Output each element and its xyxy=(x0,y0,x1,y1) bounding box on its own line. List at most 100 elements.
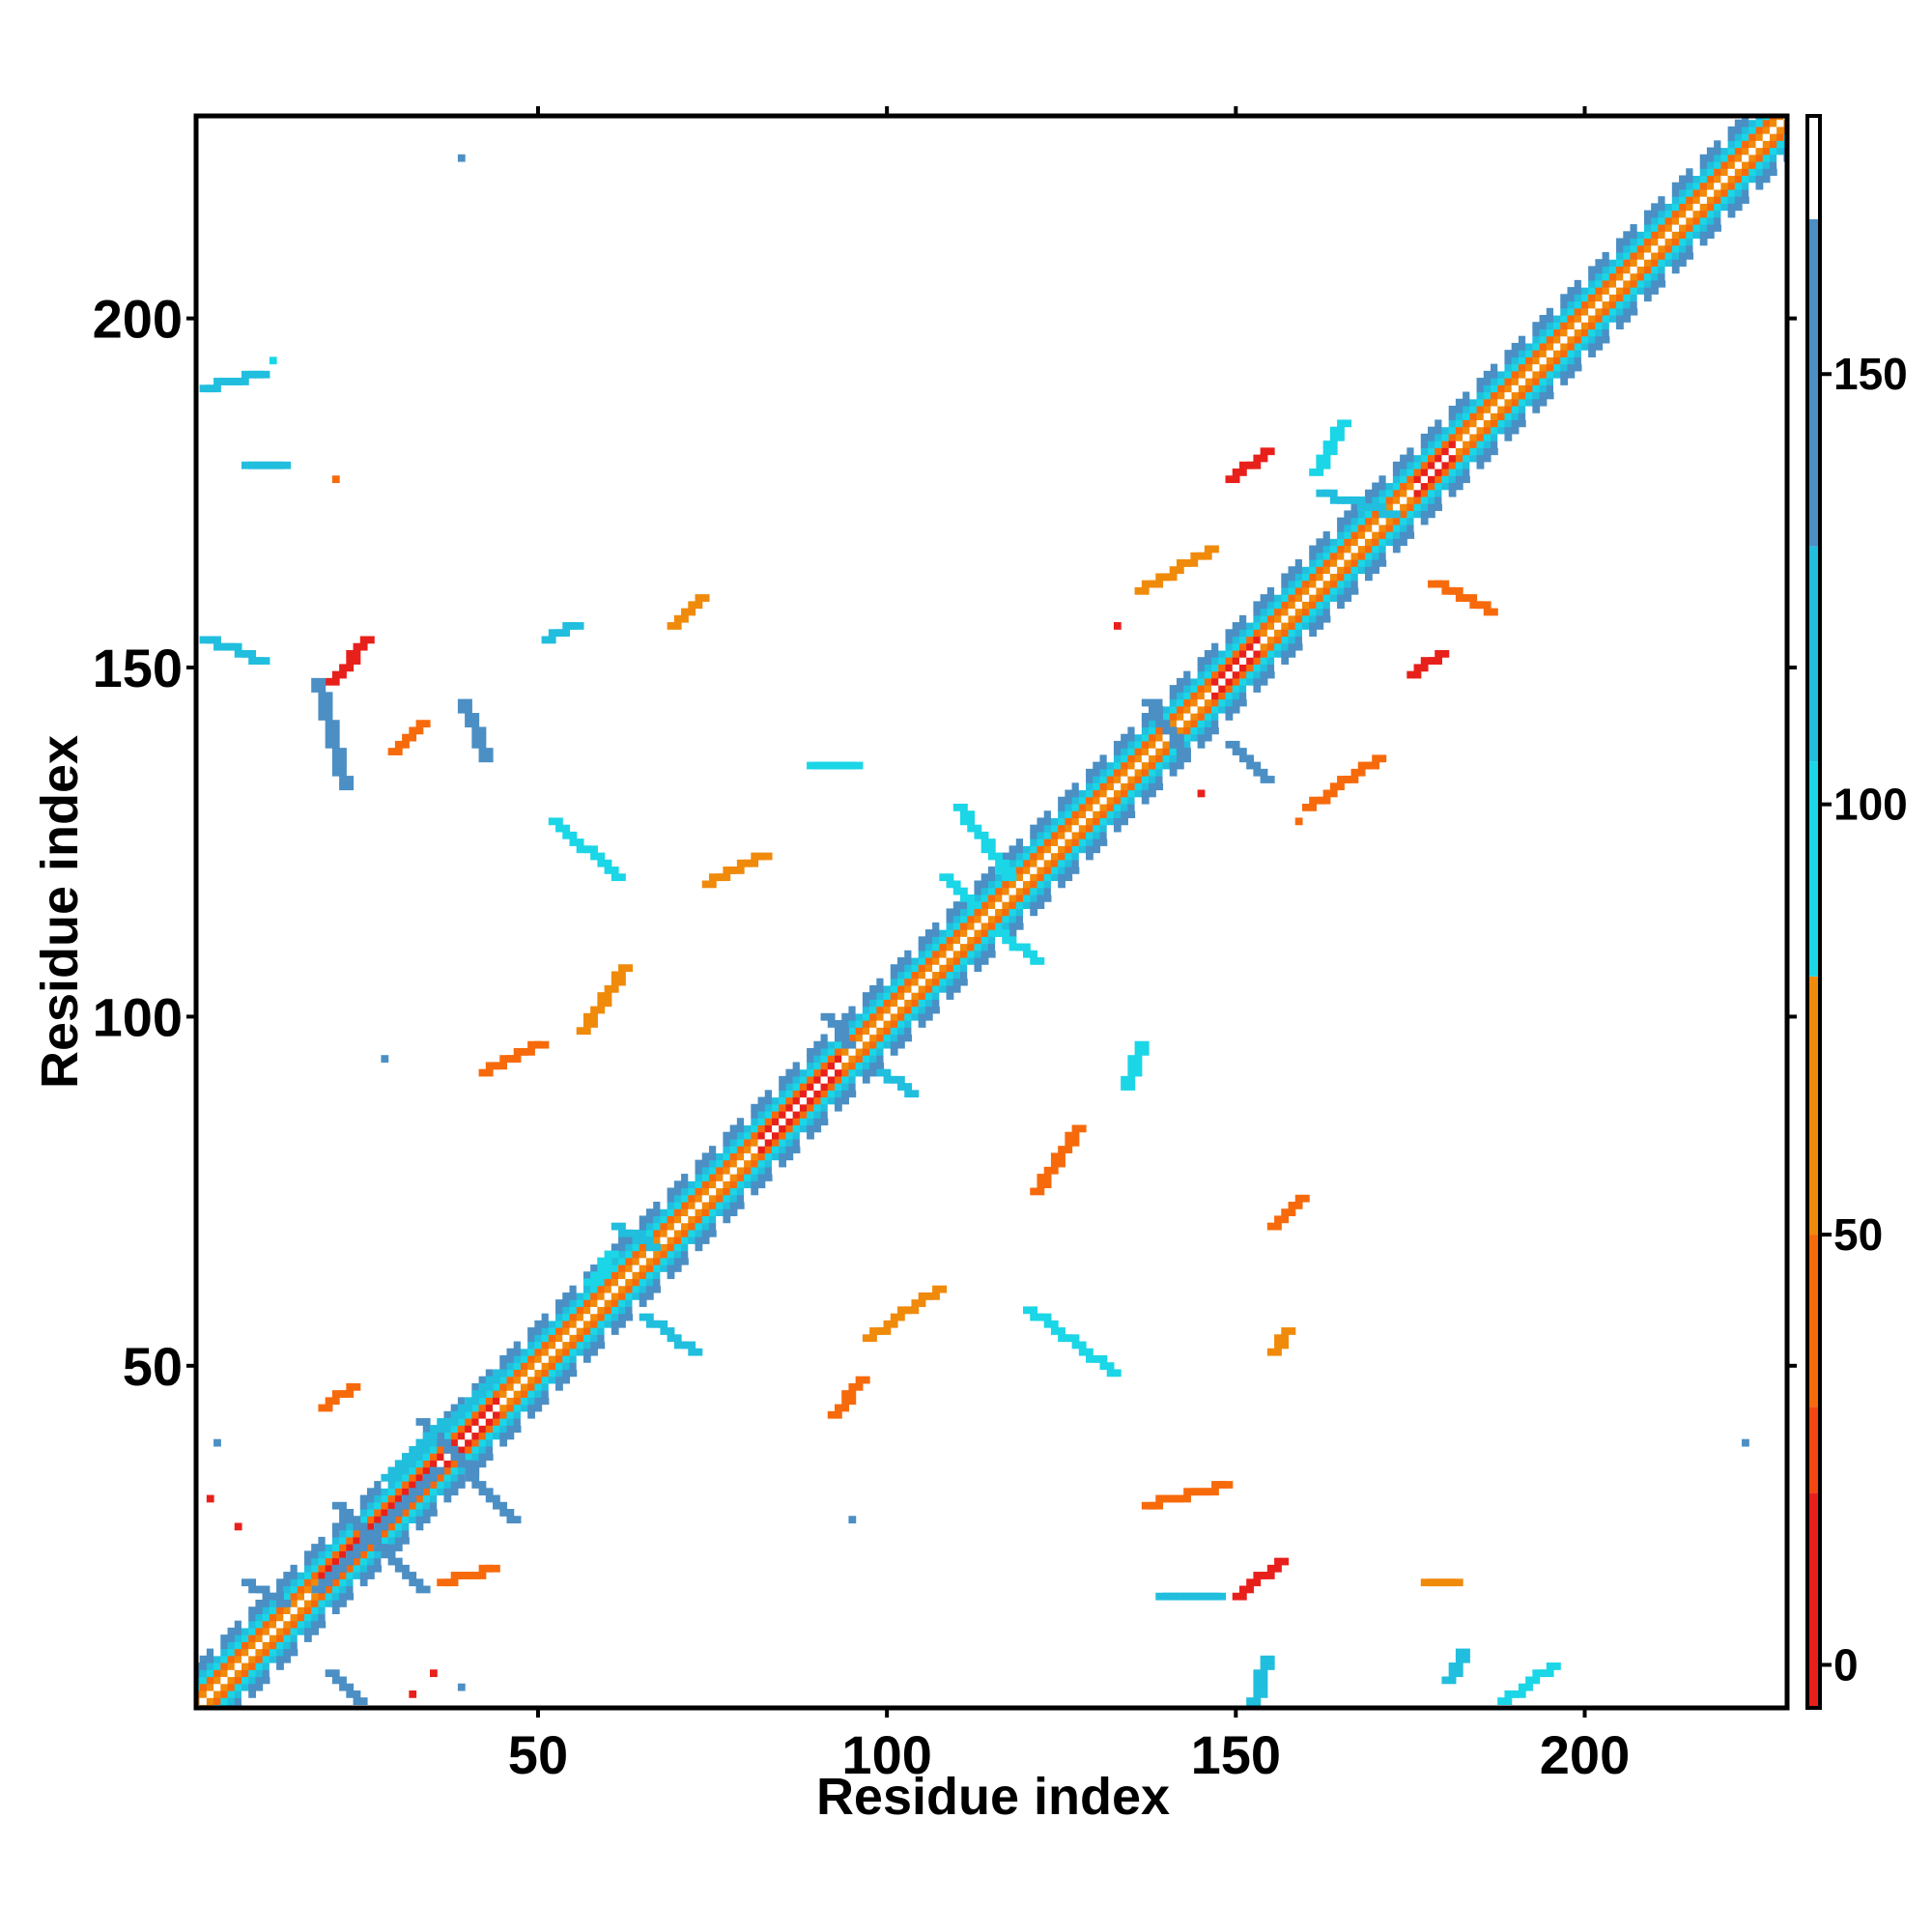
diagonal-cell xyxy=(939,936,948,945)
diagonal-cell xyxy=(1734,168,1743,177)
diagonal-cell xyxy=(1755,140,1764,149)
diagonal-cell xyxy=(283,1627,292,1635)
diagonal-cell xyxy=(1281,622,1290,630)
diagonal-cell xyxy=(896,956,905,965)
contact-cell xyxy=(952,880,961,889)
contact-cell xyxy=(325,677,333,686)
diagonal-cell xyxy=(297,1557,305,1566)
contact-cell xyxy=(883,1320,892,1328)
diagonal-cell xyxy=(1294,636,1303,644)
contact-cell xyxy=(465,1473,472,1482)
contact-cell xyxy=(1121,1083,1128,1091)
diagonal-cell xyxy=(681,1194,689,1203)
contact-cell xyxy=(437,1578,445,1587)
diagonal-cell xyxy=(967,887,976,895)
diagonal-cell xyxy=(1043,867,1052,874)
diagonal-cell xyxy=(1491,370,1498,379)
diagonal-cell xyxy=(1093,831,1101,839)
diagonal-cell xyxy=(1344,573,1352,582)
diagonal-cell xyxy=(1190,720,1199,728)
diagonal-cell xyxy=(848,1055,857,1063)
diagonal-cell xyxy=(1197,713,1206,721)
diagonal-cell xyxy=(387,1494,396,1503)
diagonal-cell xyxy=(1755,175,1764,184)
contact-cell xyxy=(1050,1152,1059,1161)
diagonal-cell xyxy=(660,1257,668,1265)
diagonal-cell xyxy=(1015,838,1024,846)
diagonal-cell xyxy=(924,984,933,993)
diagonal-cell xyxy=(1616,315,1624,323)
diagonal-cell xyxy=(939,999,948,1008)
diagonal-cell xyxy=(359,1557,368,1566)
diagonal-cell xyxy=(799,1068,808,1077)
diagonal-cell xyxy=(283,1613,292,1622)
diagonal-cell xyxy=(1392,461,1401,469)
diagonal-cell xyxy=(1260,636,1268,644)
contact-cell xyxy=(478,1488,487,1496)
diagonal-cell xyxy=(325,1592,333,1601)
contact-cell xyxy=(1441,649,1450,658)
contact-cell xyxy=(1266,1655,1275,1663)
diagonal-cell xyxy=(1204,685,1212,693)
diagonal-cell xyxy=(1448,440,1457,448)
contact-cell xyxy=(1435,1578,1443,1587)
contact-cell xyxy=(1441,1578,1450,1587)
diagonal-cell xyxy=(736,1180,745,1189)
diagonal-cell xyxy=(290,1592,298,1601)
contact-cell xyxy=(430,1432,438,1440)
diagonal-cell xyxy=(1497,398,1506,407)
contact-cell xyxy=(1009,873,1017,882)
diagonal-cell xyxy=(1483,378,1492,385)
diagonal-cell xyxy=(437,1473,445,1482)
diagonal-cell xyxy=(1539,356,1548,365)
diagonal-cell xyxy=(311,1578,319,1587)
diagonal-cell xyxy=(813,1111,822,1119)
diagonal-cell xyxy=(1441,433,1450,441)
diagonal-cell xyxy=(1483,405,1492,413)
diagonal-cell xyxy=(1009,880,1017,889)
diagonal-cell xyxy=(771,1103,780,1112)
diagonal-cell xyxy=(241,1634,249,1642)
contact-cell xyxy=(269,1592,277,1601)
diagonal-cell xyxy=(450,1481,459,1489)
diagonal-cell xyxy=(792,1111,801,1119)
diagonal-cell xyxy=(297,1627,305,1635)
diagonal-cell xyxy=(283,1606,292,1615)
diagonal-cell xyxy=(1476,398,1485,407)
diagonal-cell xyxy=(339,1516,347,1524)
diagonal-cell xyxy=(597,1334,606,1343)
diagonal-cell xyxy=(1238,677,1247,686)
diagonal-cell xyxy=(729,1194,738,1203)
contact-cell xyxy=(939,873,948,882)
diagonal-cell xyxy=(980,956,989,965)
diagonal-cell xyxy=(1539,398,1548,407)
contact-cell xyxy=(869,1334,877,1343)
diagonal-cell xyxy=(1050,867,1059,874)
diagonal-cell xyxy=(1602,294,1610,302)
contact-cell xyxy=(255,461,264,469)
diagonal-cell xyxy=(541,1354,550,1363)
contact-cell xyxy=(1322,789,1331,798)
contact-cell xyxy=(346,1390,355,1398)
diagonal-cell xyxy=(681,1174,689,1181)
contact-cell xyxy=(1238,748,1247,755)
diagonal-cell xyxy=(807,1075,814,1084)
contact-cell xyxy=(688,608,696,616)
contact-cell xyxy=(1127,1075,1136,1084)
diagonal-cell xyxy=(353,1501,361,1510)
diagonal-cell xyxy=(1183,720,1191,728)
contact-cell xyxy=(422,720,431,728)
diagonal-cell xyxy=(409,1529,417,1538)
diagonal-cell xyxy=(1155,754,1164,763)
diagonal-cell xyxy=(1413,510,1422,519)
diagonal-cell xyxy=(729,1180,738,1189)
contact-cell xyxy=(1155,1494,1164,1503)
diagonal-cell xyxy=(883,1020,892,1028)
diagonal-cell xyxy=(967,971,976,980)
diagonal-cell xyxy=(1699,224,1708,232)
contact-cell xyxy=(1238,754,1247,763)
contact-cell xyxy=(590,852,598,861)
contact-cell xyxy=(708,880,717,889)
diagonal-cell xyxy=(485,1410,494,1419)
diagonal-cell xyxy=(1491,363,1498,372)
